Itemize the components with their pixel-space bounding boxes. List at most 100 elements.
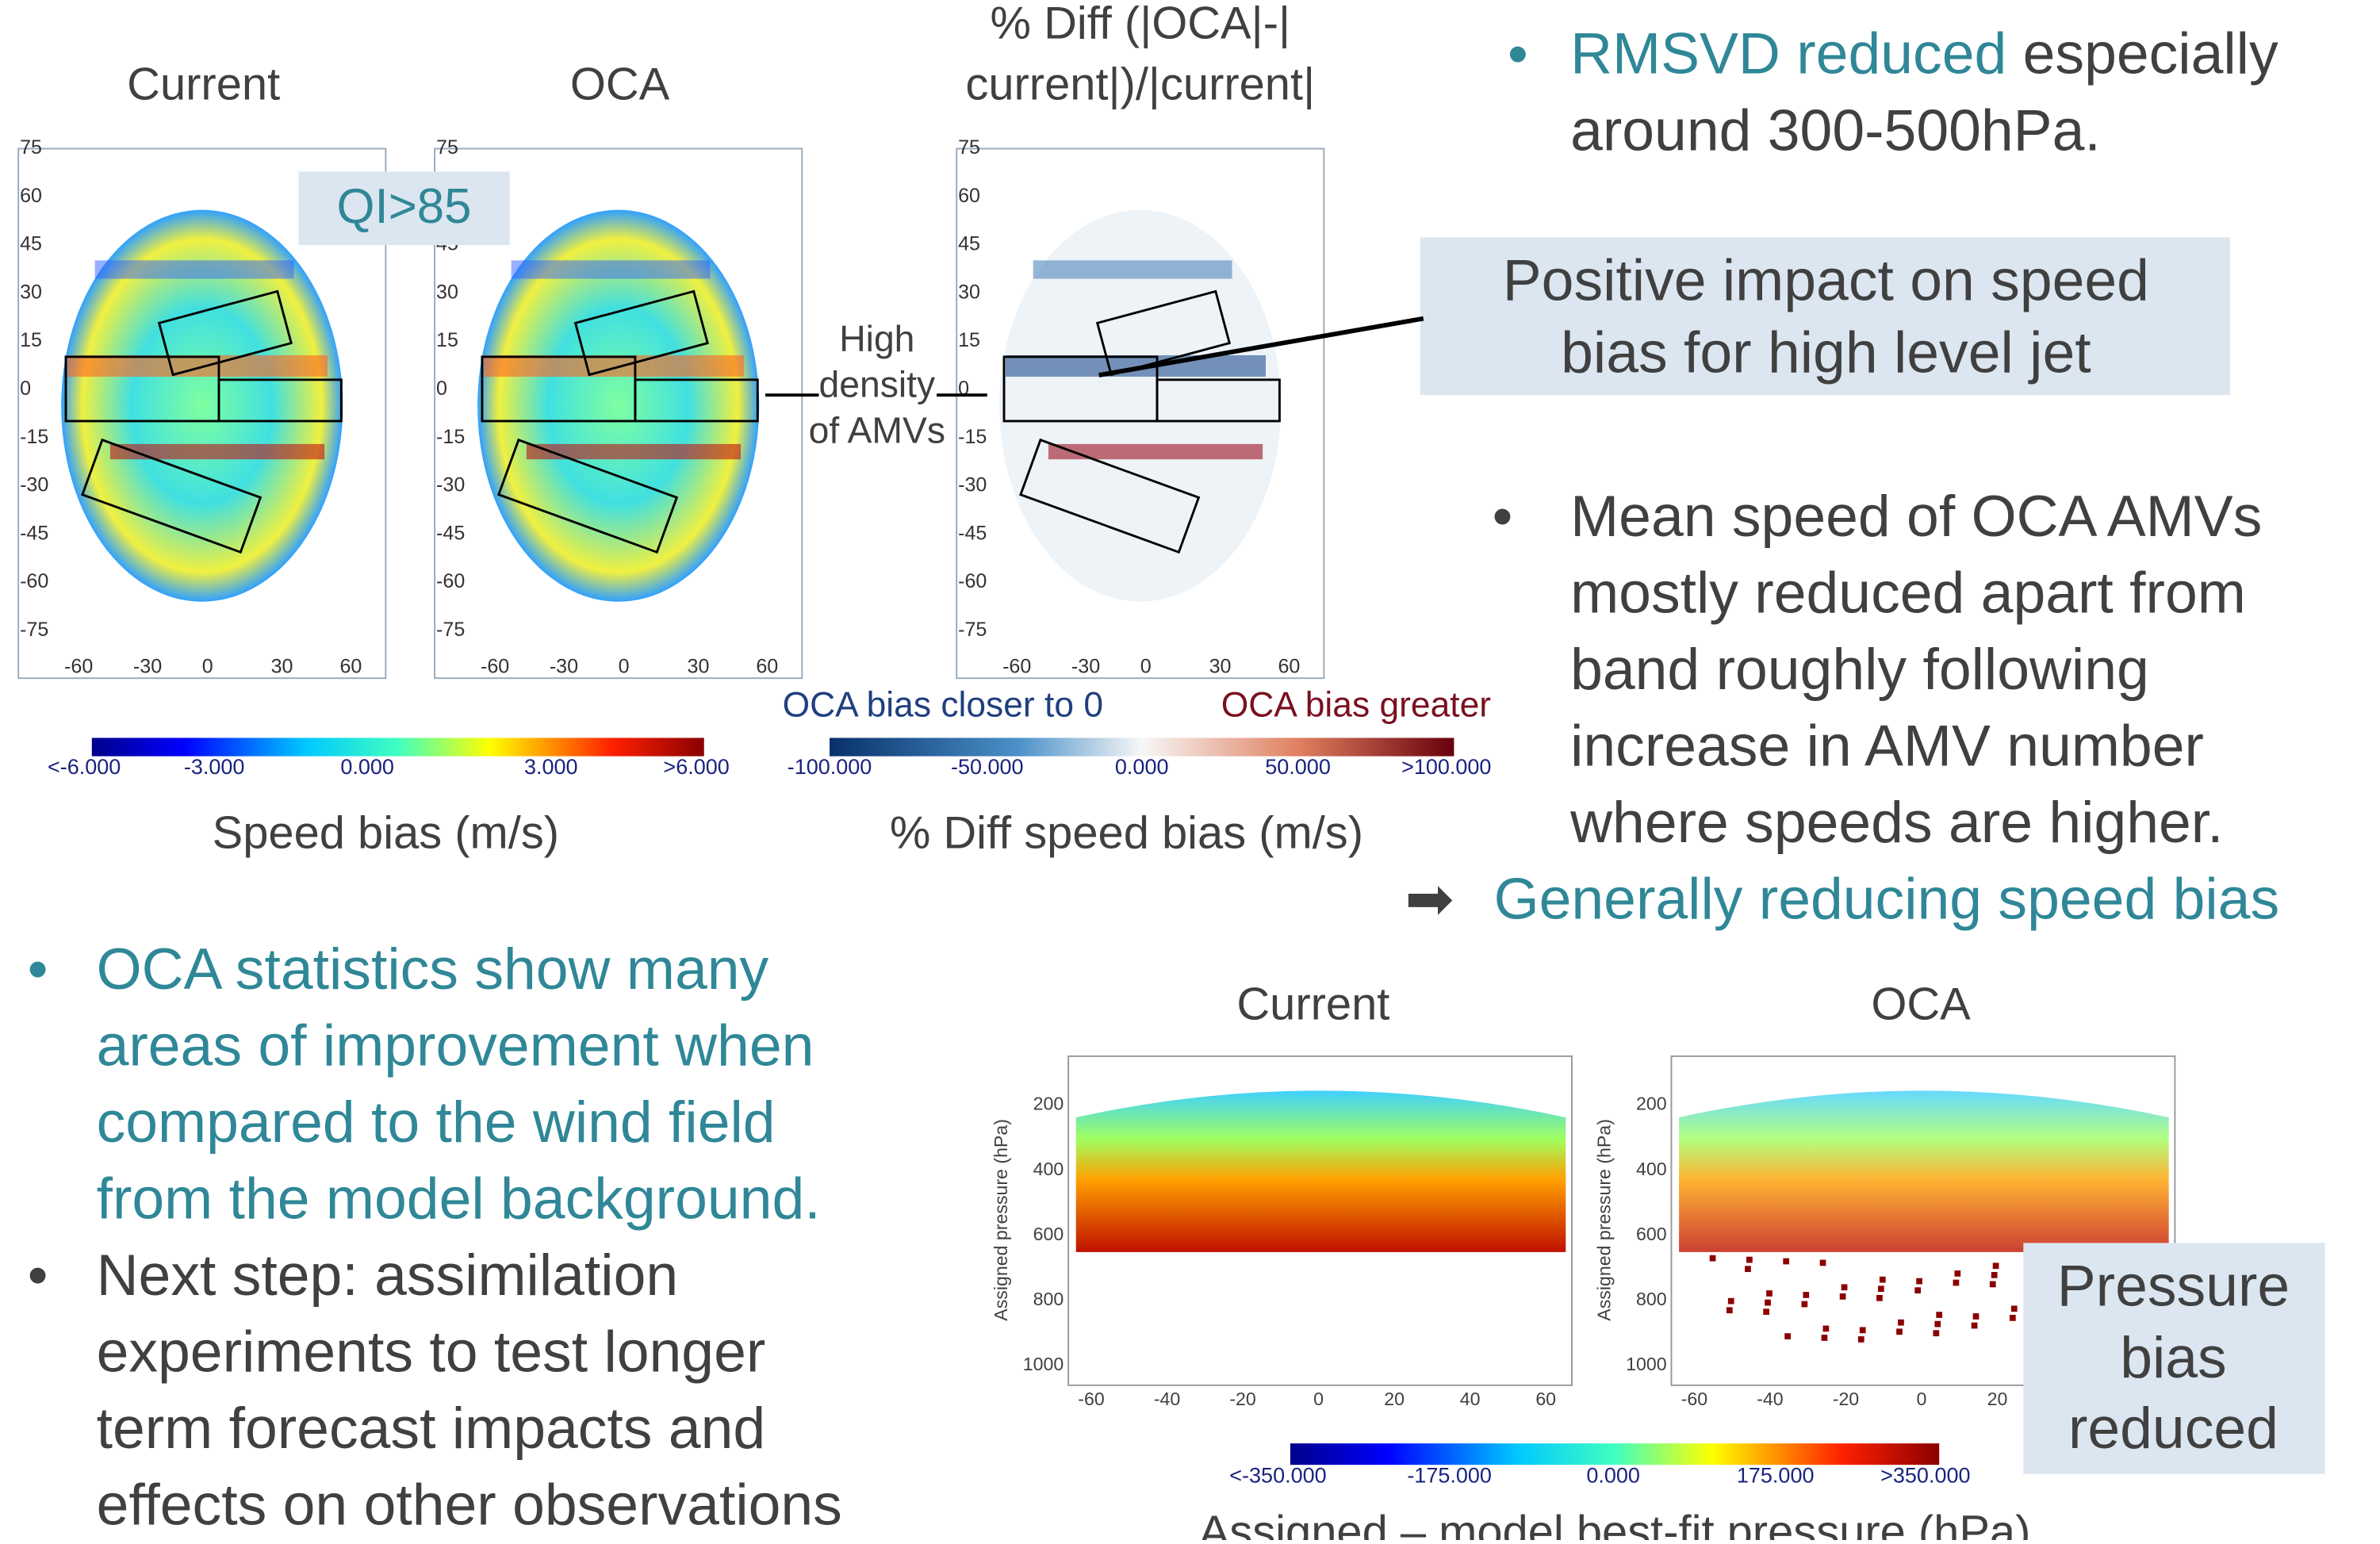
lon-label: -30 (133, 655, 162, 677)
scatter-cell (1746, 1257, 1753, 1263)
bullet: • (28, 937, 48, 1002)
bullet-text: term forecast impacts and (97, 1396, 766, 1461)
highlight: RMSVD reduced (1570, 21, 2006, 86)
lat-label: -60 (20, 570, 48, 592)
lat-label: -30 (436, 474, 465, 496)
heatmap (1679, 1090, 2169, 1252)
heatmap (1076, 1090, 1566, 1252)
lat-label: -30 (958, 474, 987, 496)
bullet-text: compared to the wind field (97, 1090, 776, 1155)
lat-label: -15 (958, 426, 987, 448)
scatter-cell (1972, 1323, 1978, 1329)
scatter-cell (1916, 1278, 1922, 1285)
lat-label: 75 (958, 136, 980, 159)
callout: Positive impact on speed (1503, 248, 2149, 313)
scatter-cell (1823, 1326, 1830, 1332)
x-tick-label: -40 (1154, 1389, 1180, 1409)
lon-label: 30 (271, 655, 293, 677)
y-tick-label: 400 (1636, 1159, 1667, 1179)
callout: reduced (2068, 1396, 2278, 1461)
lat-label: 45 (958, 233, 980, 255)
scatter-cell (1858, 1336, 1865, 1343)
colorbar-label: 0.000 (1115, 755, 1169, 779)
panel-title: % Diff (|OCA|-| (991, 0, 1290, 48)
colorbar-label: >6.000 (663, 755, 729, 779)
lat-label: -60 (436, 570, 465, 592)
bullet-text: around 300-500hPa. (1570, 98, 2101, 163)
note: of AMVs (809, 410, 945, 451)
scatter-cell (1784, 1333, 1791, 1339)
scatter-cell (1954, 1270, 1960, 1277)
bullet: • (28, 1243, 48, 1308)
lon-label: -60 (1002, 655, 1031, 677)
colorbar-label: -50.000 (951, 755, 1024, 779)
lat-label: 15 (20, 329, 42, 351)
lat-label: -15 (20, 426, 48, 448)
colorbar-label: 0.000 (1586, 1464, 1640, 1488)
bullet-text: RMSVD reduced especially (1570, 21, 2278, 86)
lat-label: -45 (958, 522, 987, 544)
bullet: • (1508, 21, 1528, 86)
scatter-cell (1783, 1259, 1789, 1265)
slide: 75 60 45 30 15 0 -15 -30 -45 -60 -75 -60 -30 0 30 60 75 6… (0, 0, 2380, 1540)
band (527, 444, 741, 459)
bullet-text: from the model background. (97, 1167, 821, 1232)
scatter-cell (1876, 1295, 1883, 1301)
panel-title: OCA (1871, 979, 1971, 1029)
colorbar-caption: % Diff speed bias (m/s) (890, 807, 1363, 858)
note: density (818, 364, 936, 405)
scatter-cell (1953, 1280, 1960, 1286)
lat-label: 0 (20, 377, 31, 400)
lat-label: -45 (20, 522, 48, 544)
x-tick-label: 60 (1535, 1389, 1556, 1409)
scatter-cell (1896, 1328, 1903, 1335)
lon-label: 60 (756, 655, 778, 677)
scatter-cell (1991, 1272, 1998, 1278)
lon-label: 0 (1140, 655, 1152, 677)
colorbar-label: >100.000 (1401, 755, 1491, 779)
colorbar (830, 738, 1454, 756)
lat-label: -30 (20, 474, 48, 496)
panel-title: current|)/|current| (965, 59, 1315, 110)
colorbar (1290, 1443, 1939, 1465)
colorbar-label: -3.000 (184, 755, 245, 779)
band (95, 260, 294, 278)
scatter-cell (1765, 1300, 1771, 1306)
bullet-text: OCA statistics show many (97, 937, 769, 1002)
scatter-cell (1860, 1327, 1866, 1333)
scatter-cell (1878, 1285, 1884, 1292)
callout: bias (2120, 1325, 2227, 1390)
lat-label: 60 (20, 185, 42, 207)
lat-label: -45 (436, 522, 465, 544)
lat-label: 30 (20, 281, 42, 303)
scatter-cell (1880, 1277, 1886, 1283)
colorbar-label: >350.000 (1880, 1464, 1970, 1488)
scatter-cell (1727, 1307, 1733, 1313)
scatter-cell (1936, 1312, 1942, 1318)
bullet-text: band roughly following (1570, 637, 2149, 702)
lon-label: 0 (202, 655, 213, 677)
lat-label: 0 (436, 377, 447, 400)
y-tick-label: 600 (1636, 1224, 1667, 1244)
scatter-cell (1822, 1335, 1828, 1341)
y-tick-label: 400 (1033, 1159, 1064, 1179)
band (110, 444, 324, 459)
colorbar-label: 0.000 (340, 755, 394, 779)
scatter-cell (1763, 1308, 1769, 1315)
lat-label: -75 (436, 619, 465, 641)
bullet-lines: Mean speed of OCA AMVsmostly reduced apa… (1569, 484, 2262, 855)
scatter-cell (1842, 1284, 1848, 1290)
band (484, 355, 744, 377)
y-tick-label: 600 (1033, 1224, 1064, 1244)
lat-label: 75 (20, 136, 42, 159)
y-tick-label: 200 (1636, 1094, 1667, 1114)
scatter-cell (1934, 1321, 1941, 1328)
bullet-text: experiments to test longer (97, 1320, 766, 1385)
y-axis-label: Assigned pressure (hPa) (991, 1119, 1011, 1321)
lon-label: -60 (481, 655, 509, 677)
arrow-icon: ➡ (1405, 866, 1454, 931)
note: High (839, 318, 914, 359)
scatter-cell (1990, 1282, 1996, 1288)
scatter-cell (1728, 1298, 1734, 1305)
colorbar-label: 175.000 (1737, 1464, 1815, 1488)
